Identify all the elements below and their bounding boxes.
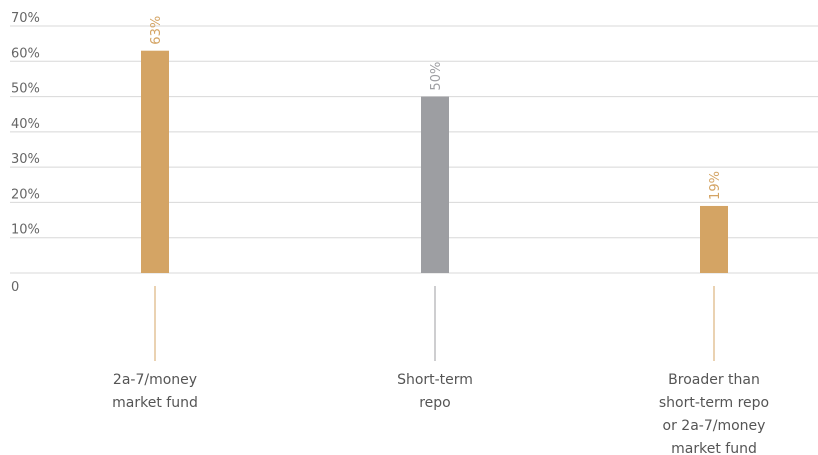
category-leader-lines — [154, 286, 715, 361]
category-label-line: market fund — [671, 441, 757, 455]
category-label-line: Broader than — [668, 372, 760, 388]
data-label: 50% — [429, 62, 444, 91]
y-tick-label: 40% — [11, 117, 40, 132]
y-tick-label: 10% — [11, 223, 40, 238]
data-labels: 63% 50% 19% — [149, 16, 723, 200]
bar — [700, 205, 728, 273]
category-label-line: Short-term — [397, 372, 473, 388]
y-tick-label: 60% — [11, 46, 40, 61]
bar — [141, 50, 169, 274]
category-label: Short-term repo — [397, 372, 473, 411]
category-label-line: short-term repo — [659, 395, 769, 411]
y-axis-ticks: 0 10% 20% 30% 40% 50% 60% 70% — [11, 11, 40, 295]
y-tick-label: 0 — [11, 280, 19, 295]
bar — [421, 96, 449, 273]
y-tick-label: 20% — [11, 187, 40, 202]
data-label: 19% — [708, 171, 723, 200]
category-labels: 2a-7/money market fund Short-term repo Broad… — [112, 372, 769, 455]
y-tick-label: 30% — [11, 152, 40, 167]
category-label-line: market fund — [112, 395, 198, 411]
y-tick-label: 50% — [11, 82, 40, 97]
data-label: 63% — [149, 16, 164, 45]
category-label-line: or 2a-7/money — [663, 418, 766, 434]
y-tick-label: 70% — [11, 11, 40, 26]
gridlines — [10, 25, 818, 274]
category-label: Broader than short-term repo or 2a-7/money… — [659, 372, 769, 455]
bars — [141, 50, 728, 274]
category-label-line: repo — [419, 395, 451, 411]
category-label-line: 2a-7/money — [113, 372, 197, 388]
category-label: 2a-7/money market fund — [112, 372, 198, 411]
